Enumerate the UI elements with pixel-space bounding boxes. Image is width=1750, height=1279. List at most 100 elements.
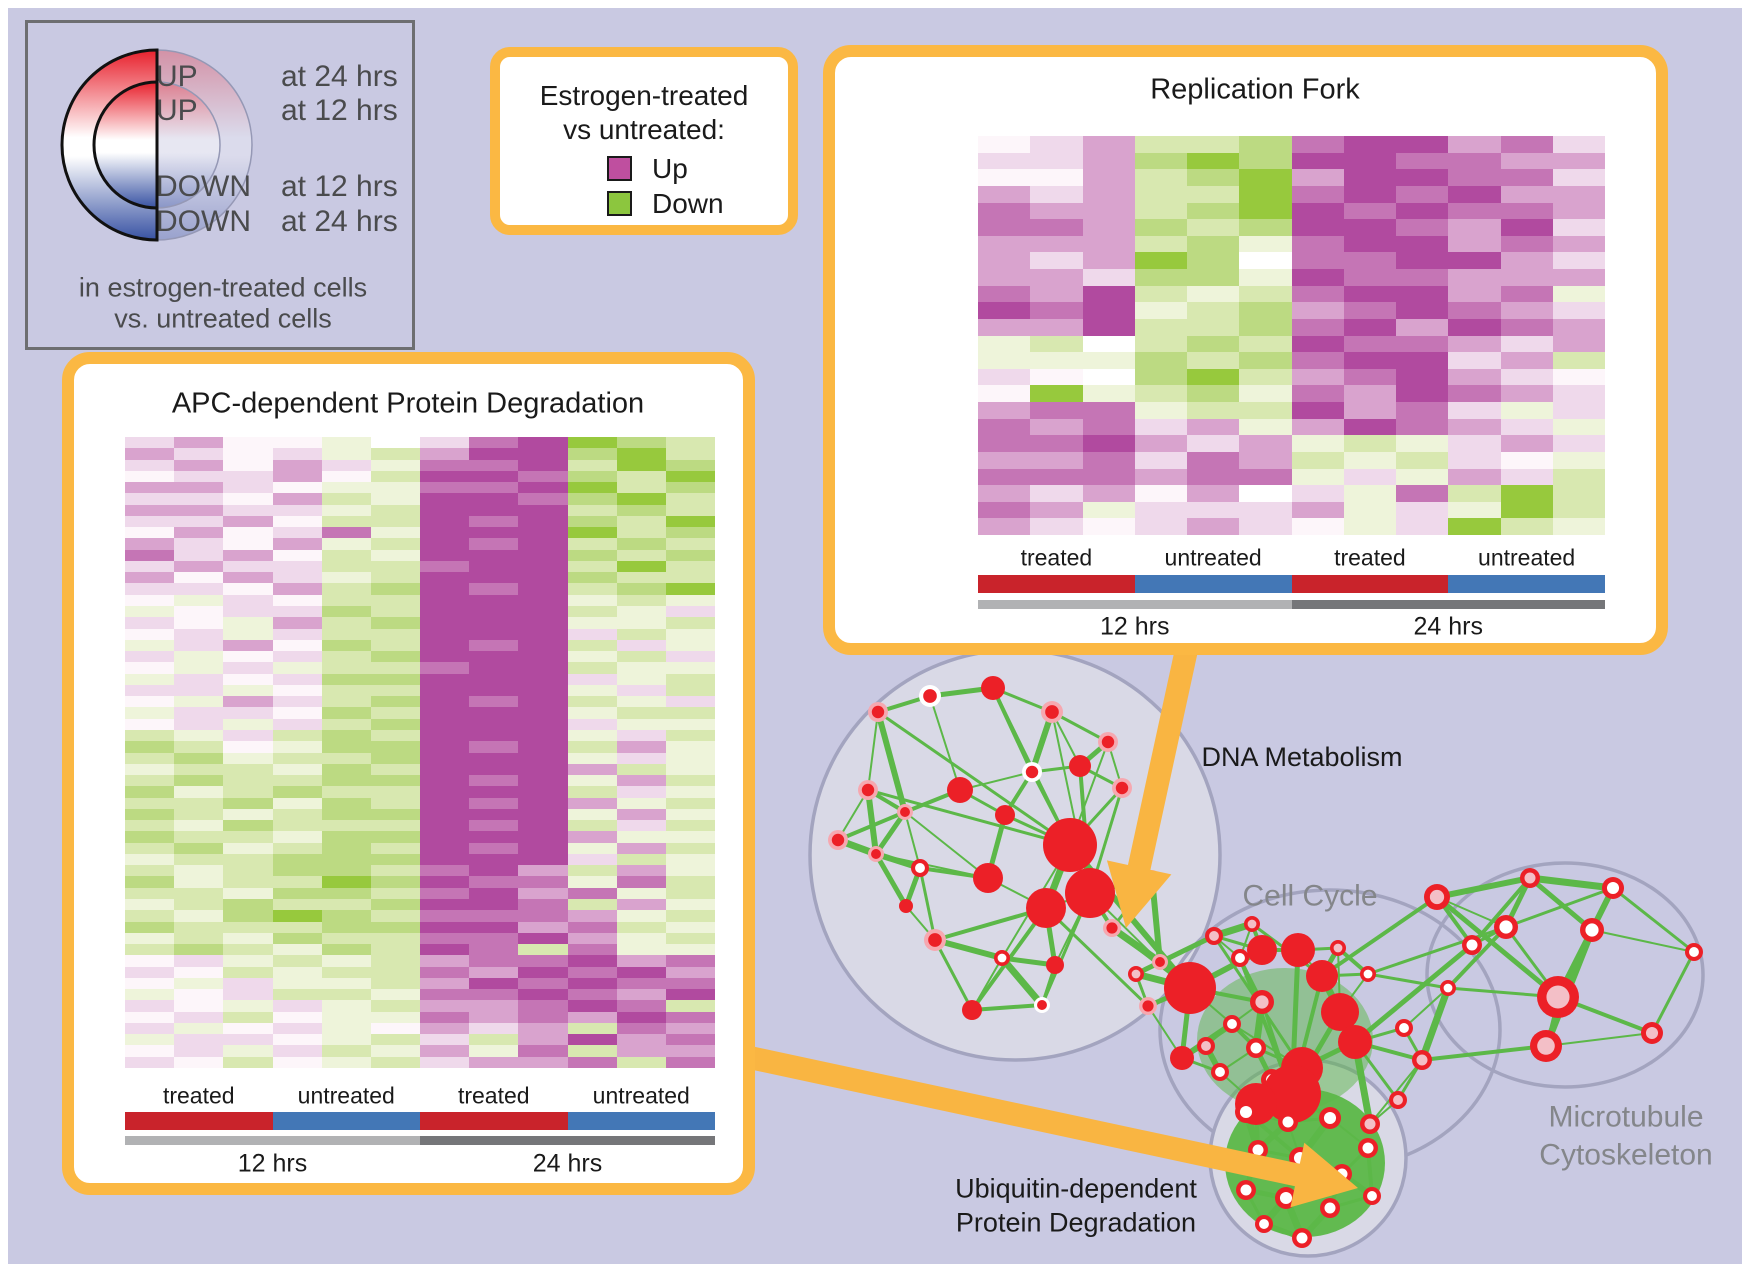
cluster-label-line: Cell Cycle — [1242, 879, 1378, 913]
time-bar-repfork-0 — [978, 600, 1292, 609]
heatmap-cell — [469, 504, 519, 516]
heatmap-cell — [272, 820, 322, 832]
heatmap-cell — [1552, 385, 1605, 402]
heatmap-cell — [174, 842, 224, 854]
heatmap-cell — [272, 1034, 322, 1046]
heatmap-cell — [420, 549, 470, 561]
repfork-panel-title: Replication Fork — [1150, 73, 1360, 106]
heatmap-cell — [616, 673, 666, 685]
heatmap-cell — [321, 955, 371, 967]
heatmap-cell — [223, 696, 273, 708]
heatmap-cell — [469, 549, 519, 561]
heatmap-cell — [1239, 302, 1292, 319]
heatmap-cell — [174, 628, 224, 640]
heatmap-cell — [321, 752, 371, 764]
heatmap-cell — [567, 459, 617, 471]
heatmap-cell — [1500, 335, 1553, 353]
heatmap-cell — [665, 763, 715, 776]
network-edge — [904, 811, 921, 869]
heatmap-cell — [567, 549, 617, 561]
heatmap-cell — [616, 1022, 666, 1035]
heatmap-cell — [174, 707, 224, 719]
heatmap-cell — [567, 572, 617, 584]
heatmap-cell — [616, 876, 666, 888]
down-swatch-label: Down — [652, 188, 724, 219]
heatmap-cell — [518, 684, 568, 697]
heatmap-cell — [125, 876, 175, 888]
heatmap-cell — [125, 493, 175, 505]
heatmap-cell — [1082, 235, 1135, 253]
heatmap-cell — [1448, 352, 1501, 369]
network-node — [897, 804, 913, 820]
heatmap-cell — [518, 1011, 568, 1023]
heatmap-cell — [420, 493, 470, 505]
network-node — [1197, 1037, 1215, 1055]
time-bar-apc-0 — [125, 1136, 420, 1145]
heatmap-cell — [1082, 152, 1135, 170]
heatmap-cell — [1187, 501, 1240, 519]
heatmap-cell — [1396, 185, 1449, 203]
heatmap-cell — [223, 752, 273, 764]
heatmap-cell — [174, 1045, 224, 1057]
heatmap-cell — [1343, 501, 1396, 519]
heatmap-cell — [1343, 385, 1396, 402]
connector-arrow-1 — [749, 1046, 1358, 1208]
heatmap-cell — [272, 932, 322, 945]
network-node — [1236, 1180, 1256, 1200]
heatmap-cell — [469, 955, 519, 967]
heatmap-cell — [1030, 269, 1083, 286]
heatmap-cell — [1500, 418, 1553, 436]
network-edge — [875, 711, 908, 813]
heatmap-cell — [1552, 285, 1605, 303]
heatmap-cell — [1239, 285, 1292, 303]
heatmap-cell — [567, 887, 617, 899]
heatmap-cell — [1343, 468, 1396, 486]
heatmap-cell — [978, 435, 1031, 452]
heatmap-cell — [1448, 219, 1501, 236]
heatmap-cell — [321, 729, 371, 742]
heatmap-cell — [272, 527, 322, 539]
heatmap-cell — [1082, 335, 1135, 353]
network-node — [1319, 1107, 1341, 1129]
heatmap-cell — [1500, 252, 1553, 269]
heatmap-cell — [518, 1056, 568, 1068]
heatmap-cell — [518, 808, 568, 821]
heatmap-cell — [370, 572, 420, 584]
heatmap-cell — [665, 842, 715, 854]
heatmap-cell — [272, 763, 322, 776]
heatmap-cell — [665, 572, 715, 584]
heatmap-cell — [665, 549, 715, 561]
heatmap-cell — [370, 944, 420, 956]
heatmap-cell — [1030, 485, 1083, 502]
heatmap-cell — [125, 651, 175, 663]
heatmap-cell — [125, 437, 175, 449]
heatmap-cell — [567, 662, 617, 674]
heatmap-cell — [518, 910, 568, 922]
heatmap-cell — [223, 527, 273, 539]
heatmap-cell — [321, 707, 371, 719]
heatmap-cell — [420, 775, 470, 787]
heatmap-cell — [370, 684, 420, 697]
heatmap-cell — [125, 1045, 175, 1057]
heatmap-cell — [567, 1000, 617, 1012]
heatmap-cell — [665, 470, 715, 483]
heatmap-cell — [567, 786, 617, 798]
heatmap-cell — [1552, 269, 1605, 286]
legend-up-24-time: at 24 hrs — [281, 60, 398, 93]
heatmap-cell — [616, 808, 666, 821]
network-node — [1320, 1198, 1340, 1218]
heatmap-cell — [469, 448, 519, 460]
heatmap-cell — [370, 797, 420, 809]
cluster-label-mt: Microtubule Cytoskeleton — [1539, 1099, 1712, 1174]
network-node — [1041, 701, 1063, 723]
heatmap-cell — [125, 515, 175, 528]
heatmap-cell — [174, 560, 224, 573]
heatmap-cell — [1396, 136, 1449, 153]
heatmap-cell — [125, 808, 175, 821]
heatmap-cell — [272, 876, 322, 888]
heatmap-cell — [1396, 152, 1449, 170]
heatmap-cell — [1291, 518, 1344, 535]
heatmap-cell — [1291, 252, 1344, 269]
heatmap-cell — [1134, 385, 1187, 402]
heatmap-cell — [1396, 368, 1449, 386]
